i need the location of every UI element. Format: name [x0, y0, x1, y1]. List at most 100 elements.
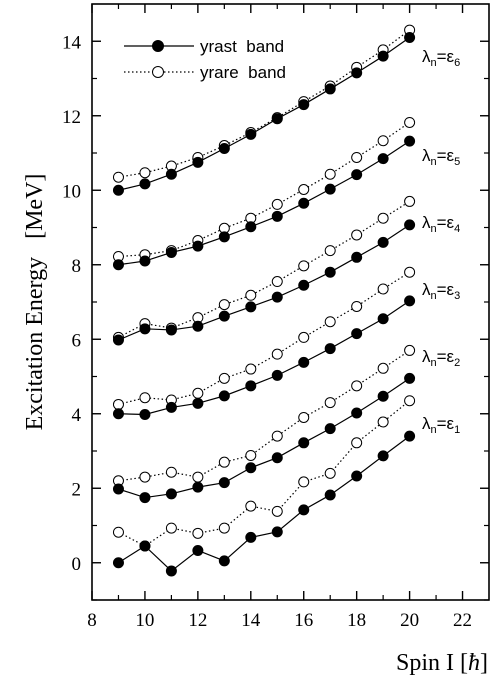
band-label-eq: =ε: [437, 146, 455, 165]
yrare-point: [165, 522, 177, 534]
yrare-point: [351, 300, 363, 312]
yrast-point: [351, 407, 363, 419]
yrare-point: [298, 331, 310, 343]
yrast-point: [377, 450, 389, 462]
legend-yrare-marker: [152, 66, 164, 78]
band-group-2: [112, 344, 416, 504]
yrast-point: [298, 279, 310, 291]
x-tick-label: 10: [135, 610, 154, 631]
band-label-eq: =ε: [437, 47, 455, 66]
yrare-point: [377, 416, 389, 428]
yrast-point: [139, 323, 151, 335]
yrast-point: [351, 67, 363, 79]
band-label-sub-n: n: [431, 57, 437, 69]
yrast-point: [139, 540, 151, 552]
yrast-line: [118, 224, 410, 341]
yrast-point: [165, 168, 177, 180]
x-tick-label: 18: [347, 610, 366, 631]
y-tick-label: 14: [62, 32, 82, 53]
band-label-5: λn=ε5: [422, 146, 460, 168]
yrare-point: [112, 171, 124, 183]
band-group-3: [112, 266, 416, 420]
yrast-point: [192, 481, 204, 493]
yrare-point: [298, 476, 310, 488]
band-label-1: λn=ε1: [422, 414, 460, 436]
yrast-point: [324, 489, 336, 501]
yrast-point: [139, 492, 151, 504]
yrast-point: [112, 483, 124, 495]
yrast-point: [218, 555, 230, 567]
yrare-point: [351, 437, 363, 449]
x-tick-label: 16: [294, 610, 313, 631]
x-tick-label: 22: [453, 610, 472, 631]
yrast-line: [118, 300, 410, 416]
band-label-eq: =ε: [437, 347, 455, 366]
yrast-point: [377, 390, 389, 402]
yrast-line: [118, 377, 410, 499]
yrast-point: [377, 313, 389, 325]
x-tick-label: 20: [400, 610, 419, 631]
x-axis-title-close: ]: [480, 650, 488, 676]
yrast-point: [192, 240, 204, 252]
yrare-point: [165, 466, 177, 478]
yrare-point: [377, 212, 389, 224]
band-label-sub-k: 3: [454, 290, 460, 302]
yrast-point: [165, 246, 177, 258]
yrast-point: [139, 178, 151, 190]
band-label-sub-n: n: [431, 223, 437, 235]
band-label-sub-n: n: [431, 357, 437, 369]
band-group-4: [112, 195, 416, 346]
y-tick-label: 2: [72, 479, 82, 500]
yrast-point: [324, 266, 336, 278]
yrast-point: [404, 219, 416, 231]
yrare-point: [271, 276, 283, 288]
x-tick-label: 12: [188, 610, 207, 631]
yrast-point: [192, 156, 204, 168]
yrast-point: [112, 408, 124, 420]
yrast-point: [404, 135, 416, 147]
yrast-point: [218, 231, 230, 243]
band-label-sub-n: n: [431, 290, 437, 302]
yrast-point: [404, 372, 416, 384]
yrast-point: [192, 397, 204, 409]
band-label-lambda: λ: [422, 146, 431, 165]
yrare-point: [139, 471, 151, 483]
yrast-point: [404, 430, 416, 442]
yrare-point: [192, 527, 204, 539]
yrast-point: [218, 390, 230, 402]
yrare-point: [377, 362, 389, 374]
yrast-point: [245, 462, 257, 474]
yrare-point: [377, 135, 389, 147]
yrast-line: [118, 435, 410, 572]
band-label-eq: =ε: [437, 213, 455, 232]
band-label-lambda: λ: [422, 47, 431, 66]
yrast-point: [245, 128, 257, 140]
yrare-point: [298, 260, 310, 272]
plot-frame: [91, 3, 490, 601]
yrast-point: [377, 236, 389, 248]
legend-yrare-label: yrare band: [200, 63, 286, 82]
yrare-point: [139, 392, 151, 404]
yrast-point: [139, 255, 151, 267]
yrast-point: [271, 113, 283, 125]
band-label-sub-n: n: [431, 424, 437, 436]
yrare-point: [404, 395, 416, 407]
y-tick-label: 6: [72, 330, 82, 351]
yrast-point: [165, 488, 177, 500]
yrast-point: [112, 557, 124, 569]
yrast-point: [298, 99, 310, 111]
yrast-point: [404, 32, 416, 44]
yrast-point: [165, 401, 177, 413]
yrast-point: [324, 83, 336, 95]
yrare-point: [192, 387, 204, 399]
yrare-point: [271, 430, 283, 442]
yrare-point: [324, 397, 336, 409]
y-tick-label: 8: [72, 256, 82, 277]
yrare-point: [245, 289, 257, 301]
series-layer: [112, 24, 416, 577]
legend-yrast-marker: [152, 40, 164, 52]
yrare-point: [245, 363, 257, 375]
yrare-point: [218, 372, 230, 384]
band-label-sub-k: 6: [454, 57, 460, 69]
